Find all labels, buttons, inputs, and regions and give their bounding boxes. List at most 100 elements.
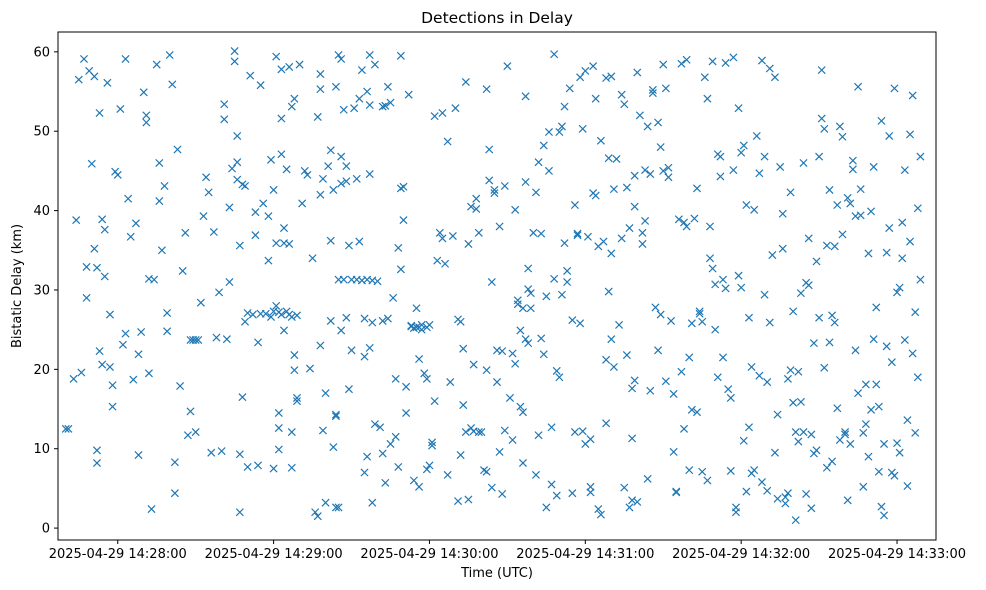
data-point [505, 393, 515, 402]
data-point [703, 476, 712, 485]
x-tick-label: 2025-04-29 14:33:00 [828, 547, 966, 562]
data-point [799, 158, 808, 167]
data-point [589, 62, 598, 71]
data-point [170, 489, 179, 498]
data-point [474, 428, 483, 437]
data-point [355, 94, 364, 103]
data-point [137, 328, 146, 337]
data-point [212, 333, 221, 342]
data-point [576, 319, 585, 328]
data-point [435, 228, 444, 237]
data-point [396, 265, 405, 274]
data-point [809, 339, 818, 348]
data-point [846, 199, 855, 208]
data-point [685, 353, 694, 362]
data-point [279, 326, 289, 335]
data-point [308, 254, 317, 263]
data-point [529, 228, 538, 237]
data-point [812, 257, 821, 266]
data-point [656, 310, 665, 319]
data-point [596, 510, 605, 519]
data-point [822, 463, 831, 472]
data-point [357, 66, 366, 75]
data-point [680, 424, 689, 433]
data-point [531, 470, 540, 479]
data-point [376, 423, 385, 432]
data-point [404, 90, 413, 99]
data-point [817, 114, 826, 123]
data-point [300, 166, 309, 175]
data-point [443, 137, 452, 146]
data-point [755, 371, 764, 380]
data-point [820, 124, 829, 133]
data-point [516, 402, 525, 411]
data-point [230, 57, 239, 66]
data-point [667, 316, 676, 325]
data-point [215, 288, 224, 297]
data-point [737, 148, 746, 157]
data-point [841, 430, 850, 439]
data-point [69, 374, 78, 383]
data-point [690, 214, 699, 223]
data-point [622, 351, 631, 360]
data-point [661, 84, 670, 93]
data-point [864, 452, 873, 461]
data-point [744, 313, 753, 322]
data-point [664, 163, 673, 172]
data-point [391, 432, 400, 441]
data-point [292, 393, 302, 402]
data-point [129, 375, 138, 384]
data-point [620, 100, 629, 109]
data-point [900, 166, 909, 175]
data-point [770, 448, 779, 457]
data-point [461, 77, 470, 87]
y-tick-label: 10 [33, 442, 50, 457]
data-point [383, 82, 392, 91]
data-point [199, 212, 208, 221]
x-tick-label: 2025-04-29 14:30:00 [360, 547, 498, 562]
data-point [880, 511, 889, 520]
data-point [243, 462, 252, 471]
data-point [760, 290, 769, 299]
data-point [537, 334, 546, 343]
data-point [264, 256, 273, 265]
data-point [98, 215, 107, 224]
data-point [334, 50, 343, 60]
data-point [144, 369, 153, 378]
data-point [726, 466, 735, 475]
data-point [544, 166, 553, 175]
data-point [446, 378, 455, 387]
data-point [511, 359, 520, 368]
data-point [628, 496, 637, 505]
data-point [843, 193, 852, 202]
data-point [726, 393, 735, 402]
data-point [524, 285, 533, 294]
data-point [344, 385, 353, 394]
data-point [685, 466, 694, 475]
data-point [170, 458, 179, 467]
data-point [880, 439, 889, 448]
data-point [342, 177, 351, 186]
data-point [565, 84, 574, 93]
data-point [885, 131, 894, 141]
data-point [770, 73, 779, 82]
plot-frame [57, 31, 937, 541]
data-point [913, 204, 922, 213]
data-point [108, 381, 117, 390]
data-point [363, 452, 372, 461]
data-point [233, 158, 242, 167]
data-point [854, 389, 863, 398]
data-point [841, 428, 850, 437]
data-point [812, 446, 821, 455]
data-point [763, 378, 772, 387]
data-point [791, 516, 800, 525]
data-point [877, 502, 886, 511]
data-point [183, 431, 192, 440]
data-point [342, 162, 351, 171]
data-point [513, 300, 522, 309]
data-point [524, 339, 533, 348]
data-point [479, 466, 489, 475]
y-tick-label: 30 [33, 283, 50, 298]
data-point [290, 351, 299, 360]
data-point [630, 202, 639, 211]
